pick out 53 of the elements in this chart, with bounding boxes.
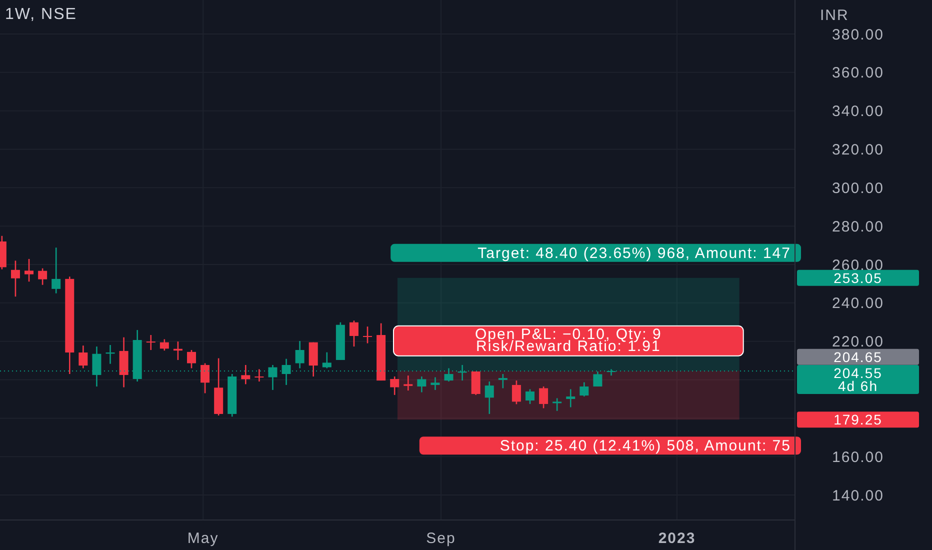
- candlestick: [417, 376, 426, 393]
- candlestick: [390, 376, 400, 396]
- candlestick: [526, 388, 534, 405]
- text: 179.25: [834, 412, 882, 428]
- candlestick: [24, 258, 34, 282]
- candlestick: [160, 338, 169, 352]
- candlestick: [146, 334, 156, 351]
- candlestick: [200, 362, 210, 394]
- candlestick: [566, 388, 576, 408]
- y-tick-label: 320.00: [832, 142, 884, 159]
- y-tick-label: 280.00: [832, 218, 884, 236]
- y-tick-label: 380.00: [832, 26, 884, 44]
- callout-box: Stop: 25.40 (12.41%) 508, Amount: 75: [419, 436, 801, 455]
- candlestick: [498, 373, 508, 389]
- y-tick-label: 140.00: [832, 487, 884, 504]
- band-label: Target: 48.40 (23.65%) 968, Amount: 147: [478, 244, 791, 262]
- candlestick: [471, 370, 480, 396]
- candlestick: [580, 382, 589, 398]
- candlestick: [349, 320, 358, 348]
- y-tick-label: 360.00: [832, 64, 884, 82]
- text: 204.65: [834, 348, 882, 365]
- candlestick: [10, 260, 20, 298]
- x-tick-label: May: [187, 530, 219, 547]
- candlestick: [241, 364, 250, 385]
- chart-title: 1W, NSE: [5, 6, 77, 23]
- candlestick: [254, 368, 264, 382]
- candlestick: [186, 349, 196, 369]
- candlestick: [363, 326, 372, 344]
- y-tick-label: 340.00: [832, 103, 884, 120]
- candlestick: [38, 268, 48, 286]
- x-tick-label: Sep: [426, 530, 456, 547]
- y-tick-label: 220.00: [832, 334, 884, 351]
- candlestick: [308, 342, 318, 378]
- candlestick: [322, 352, 332, 369]
- candlestick: [539, 386, 548, 409]
- y-axis-title: INR: [820, 7, 849, 24]
- candlestick: [484, 380, 494, 415]
- candlestick: [512, 380, 521, 405]
- candlestick: [78, 344, 88, 369]
- ref-line-label: 204.55 4d 6h: [834, 365, 882, 394]
- band-label: Stop: 25.40 (12.41%) 508, Amount: 75: [500, 438, 791, 455]
- annotation: Open P&L: −0.10, Qty: 9 Risk/Reward Ratio: 1.91: [474, 326, 662, 355]
- candlestick: [52, 246, 61, 294]
- y-tick-label: 300.00: [832, 180, 884, 197]
- x-tick-label: 2023: [658, 530, 696, 547]
- candlestick: [430, 376, 440, 391]
- candlestick: [593, 370, 602, 388]
- callout-box: Target: 48.40 (23.65%) 968, Amount: 147: [390, 244, 801, 262]
- y-tick-label: 240.00: [832, 295, 884, 312]
- y-tick-label: 160.00: [832, 448, 884, 466]
- candlestick: [404, 374, 413, 392]
- candlestick: [552, 398, 562, 412]
- candlestick: [295, 340, 304, 369]
